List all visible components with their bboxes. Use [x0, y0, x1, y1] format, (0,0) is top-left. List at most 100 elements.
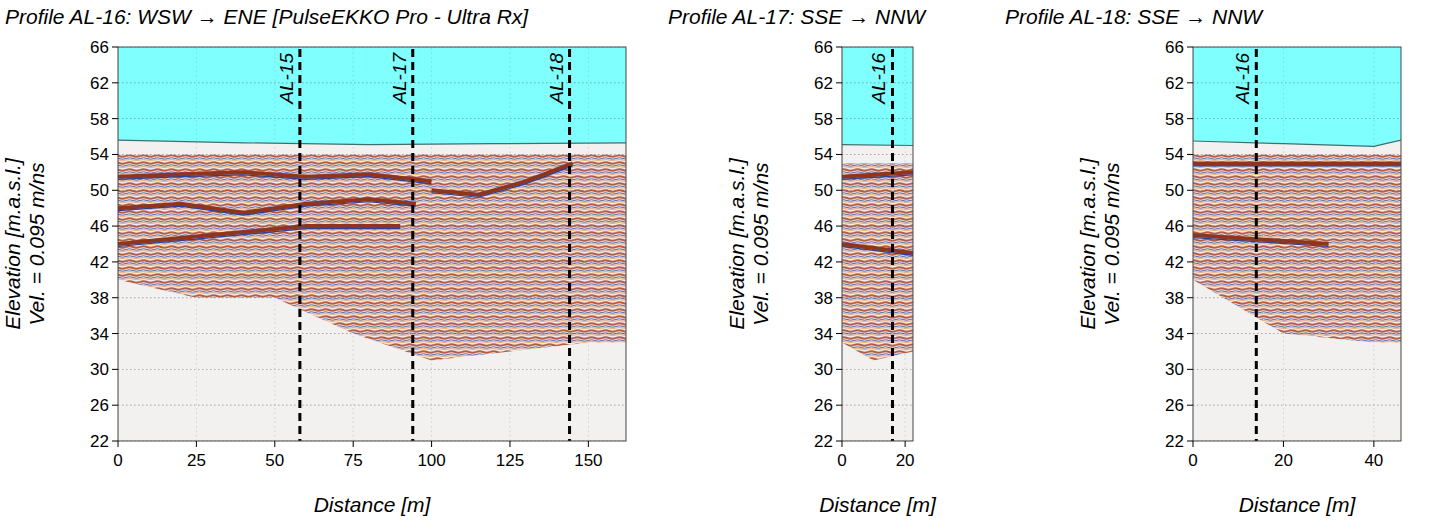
- panel: AL-1622263034384246505458626602040Elevat…: [1005, 5, 1401, 516]
- panel-title: Profile AL-18: SSE → NNW: [1005, 5, 1264, 28]
- x-tick-label: 50: [265, 451, 284, 470]
- y-tick-label: 54: [90, 145, 109, 164]
- y-tick-label: 30: [814, 360, 833, 379]
- y-tick-label: 46: [1165, 217, 1184, 236]
- grid-line: [509, 47, 510, 441]
- intersection-line: [1255, 49, 1258, 441]
- y-axis-title: Vel. = 0.095 m/ns: [25, 162, 48, 326]
- y-tick-label: 54: [1165, 145, 1184, 164]
- y-tick: [836, 82, 842, 83]
- water-surface: [118, 140, 626, 144]
- y-tick-label: 46: [90, 217, 109, 236]
- y-axis-title: Vel. = 0.095 m/ns: [749, 162, 772, 326]
- y-tick: [836, 226, 842, 227]
- grid-line: [1283, 47, 1284, 441]
- intersection-label: AL-18: [546, 53, 567, 105]
- y-tick-label: 22: [814, 432, 833, 451]
- grid-line: [842, 190, 913, 191]
- x-axis-title: Distance [m]: [819, 493, 937, 516]
- plot-background: [118, 47, 626, 441]
- x-tick: [274, 441, 275, 447]
- frame: [118, 47, 626, 441]
- plot-area: [842, 47, 913, 441]
- y-tick: [112, 47, 118, 48]
- y-tick-label: 42: [814, 253, 833, 272]
- x-tick: [588, 441, 589, 447]
- reflector-edge: [1193, 238, 1329, 247]
- grid-line: [1193, 369, 1401, 370]
- y-tick: [836, 47, 842, 48]
- x-tick-label: 20: [1274, 451, 1293, 470]
- panel-title: Profile AL-17: SSE → NNW: [668, 5, 927, 28]
- x-axis-title: Distance [m]: [314, 493, 432, 516]
- y-tick: [112, 82, 118, 83]
- x-tick: [1283, 441, 1284, 447]
- frame: [842, 47, 913, 441]
- x-tick-label: 0: [113, 451, 122, 470]
- grid-line: [842, 297, 913, 298]
- y-tick: [112, 261, 118, 262]
- grid-line: [118, 118, 626, 119]
- x-tick-label: 25: [187, 451, 206, 470]
- grid-line: [842, 154, 913, 155]
- grid-line: [1193, 226, 1401, 227]
- water-body: [1193, 47, 1401, 146]
- x-tick: [431, 441, 432, 447]
- x-tick: [118, 441, 119, 447]
- grid-line: [274, 47, 275, 441]
- signal-zone: [1193, 154, 1401, 342]
- panel: AL-15AL-17AL-182226303438424650545862660…: [1, 5, 626, 516]
- x-tick-label: 0: [1188, 451, 1197, 470]
- y-tick: [1187, 333, 1193, 334]
- intersection-line: [568, 49, 571, 441]
- y-tick-label: 46: [814, 217, 833, 236]
- y-tick-label: 50: [814, 181, 833, 200]
- grid-line: [842, 405, 913, 406]
- grid-line: [842, 369, 913, 370]
- y-tick-label: 34: [814, 325, 833, 344]
- y-tick: [836, 441, 842, 442]
- reflector: [118, 199, 416, 212]
- y-tick-label: 62: [1165, 74, 1184, 93]
- y-tick-label: 26: [1165, 396, 1184, 415]
- y-tick: [1187, 405, 1193, 406]
- y-tick-label: 66: [814, 38, 833, 57]
- y-tick: [112, 405, 118, 406]
- grid-line: [118, 226, 626, 227]
- y-tick: [1187, 154, 1193, 155]
- water-body: [842, 47, 913, 146]
- intersection-label: AL-17: [389, 52, 410, 105]
- reflector-edge: [432, 166, 573, 197]
- y-tick-label: 50: [90, 181, 109, 200]
- intersection-line: [298, 49, 301, 441]
- y-tick-label: 38: [814, 289, 833, 308]
- x-tick-label: 20: [896, 451, 915, 470]
- x-tick-label: 40: [1364, 451, 1383, 470]
- intersection-label: AL-16: [868, 53, 889, 105]
- x-tick: [1193, 441, 1194, 447]
- y-tick: [112, 297, 118, 298]
- y-tick: [112, 441, 118, 442]
- grid-line: [118, 405, 626, 406]
- y-tick-label: 26: [90, 396, 109, 415]
- grid-line: [1193, 405, 1401, 406]
- intersection-label: AL-16: [1232, 53, 1253, 105]
- reflector: [842, 172, 913, 176]
- y-tick-label: 42: [1165, 253, 1184, 272]
- y-tick: [1187, 118, 1193, 119]
- y-tick-label: 22: [90, 432, 109, 451]
- y-tick-label: 22: [1165, 432, 1184, 451]
- x-axis-title: Distance [m]: [1239, 493, 1357, 516]
- x-tick-label: 125: [496, 451, 524, 470]
- y-tick-label: 62: [90, 74, 109, 93]
- grid-line: [118, 333, 626, 334]
- y-tick: [1187, 82, 1193, 83]
- plot-area: [118, 47, 626, 441]
- grid-line: [118, 261, 626, 262]
- grid-line: [588, 47, 589, 441]
- grid-line: [353, 47, 354, 441]
- signal-zone: [118, 154, 626, 360]
- x-tick: [905, 441, 906, 447]
- figure: AL-15AL-17AL-182226303438424650545862660…: [0, 0, 1431, 529]
- y-axis-title: Elevation [m.a.s.l.]: [1, 157, 24, 330]
